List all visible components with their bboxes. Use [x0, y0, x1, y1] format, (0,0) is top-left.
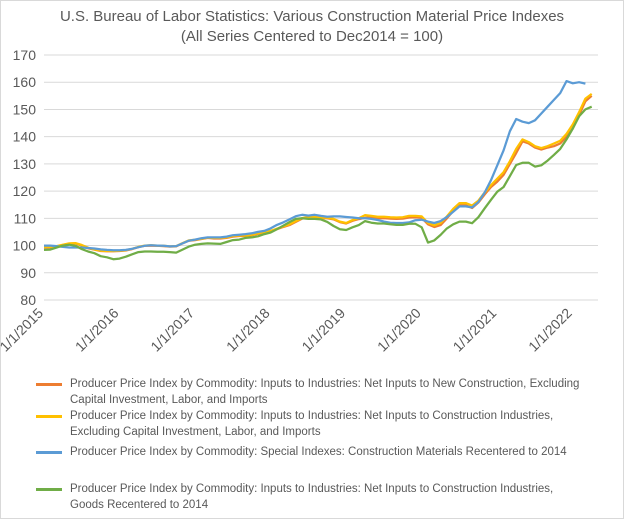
- y-tick-label: 90: [20, 265, 36, 281]
- y-tick-label: 150: [13, 101, 37, 117]
- chart-title: U.S. Bureau of Labor Statistics: Various…: [59, 8, 565, 25]
- legend-swatch: [36, 383, 62, 386]
- series-line-net-inputs-goods: [43, 105, 593, 261]
- legend-label: Producer Price Index by Commodity: Input…: [70, 410, 554, 438]
- y-tick-label: 140: [13, 129, 37, 145]
- gridlines: [44, 54, 598, 301]
- x-tick-label: 1/1/2015: [0, 305, 46, 355]
- x-axis-tick-labels: 1/1/2015 1/1/2016 1/1/2017 1/1/2018 1/1/2019…: [0, 305, 575, 355]
- y-tick-label: 80: [20, 292, 36, 308]
- y-tick-label: 110: [14, 210, 37, 226]
- legend-swatch: [36, 488, 62, 491]
- series-line-net-inputs-new-construction: [44, 94, 593, 253]
- series-line-net-inputs-construction-industries: [44, 92, 593, 253]
- x-tick-label: 1/1/2017: [147, 305, 197, 355]
- y-tick-label: 170: [13, 47, 37, 63]
- x-tick-label: 1/1/2018: [223, 305, 273, 355]
- x-tick-label: 1/1/2021: [450, 305, 500, 355]
- series-line-construction-materials: [44, 79, 586, 252]
- series-lines: [43, 79, 593, 261]
- chart-subtitle: (All Series Centered to Dec2014 = 100): [180, 28, 444, 45]
- x-tick-label: 1/1/2022: [525, 305, 575, 355]
- legend-label: Producer Price Index by Commodity: Input…: [70, 378, 580, 406]
- y-tick-label: 130: [13, 156, 37, 172]
- y-tick-label: 120: [13, 183, 37, 199]
- x-tick-label: 1/1/2016: [72, 305, 122, 355]
- y-axis-tick-labels: 80 90 100 110 120 130 140 150 160 170: [13, 47, 37, 308]
- legend-label: Producer Price Index by Commodity: Speci…: [70, 446, 567, 458]
- legend-label: Producer Price Index by Commodity: Input…: [70, 483, 554, 511]
- y-tick-label: 100: [13, 238, 37, 254]
- x-tick-label: 1/1/2020: [374, 305, 424, 355]
- legend-swatch: [36, 415, 62, 418]
- legend-swatch: [36, 451, 62, 454]
- y-tick-label: 160: [13, 74, 37, 90]
- x-tick-label: 1/1/2019: [298, 305, 348, 355]
